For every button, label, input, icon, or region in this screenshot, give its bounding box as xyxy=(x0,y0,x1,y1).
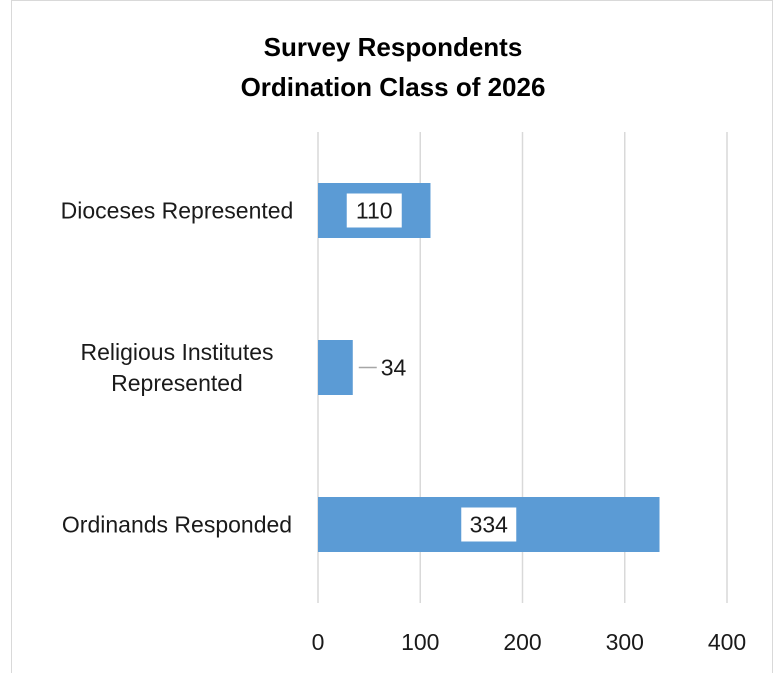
chart-frame xyxy=(11,0,773,673)
chart-title-line-1: Survey Respondents xyxy=(264,32,523,62)
x-tick-label-0: 0 xyxy=(312,629,325,655)
category-label-1: Dioceses Represented xyxy=(61,198,294,224)
category-label-2-line-1: Religious Institutes xyxy=(80,339,273,365)
chart-title: Survey Respondents Ordination Class of 2… xyxy=(241,32,546,102)
data-labels: 110 34 334 xyxy=(346,193,517,542)
category-labels: Dioceses Represented Religious Institutes… xyxy=(61,198,294,538)
x-tick-label-200: 200 xyxy=(503,629,541,655)
data-label-3: 334 xyxy=(470,512,509,538)
x-tick-label-300: 300 xyxy=(606,629,644,655)
bar-2 xyxy=(318,340,353,395)
data-label-box-3 xyxy=(461,507,517,542)
chart-title-line-2: Ordination Class of 2026 xyxy=(241,72,546,102)
x-axis-tick-labels: 0 100 200 300 400 xyxy=(312,629,747,655)
x-tick-label-100: 100 xyxy=(401,629,439,655)
category-label-3: Ordinands Responded xyxy=(62,512,292,538)
data-label-box-1 xyxy=(346,193,402,228)
data-label-1: 110 xyxy=(356,198,393,224)
x-tick-label-400: 400 xyxy=(708,629,746,655)
category-label-2-line-2: Represented xyxy=(111,370,243,396)
data-label-2: 34 xyxy=(381,355,407,381)
